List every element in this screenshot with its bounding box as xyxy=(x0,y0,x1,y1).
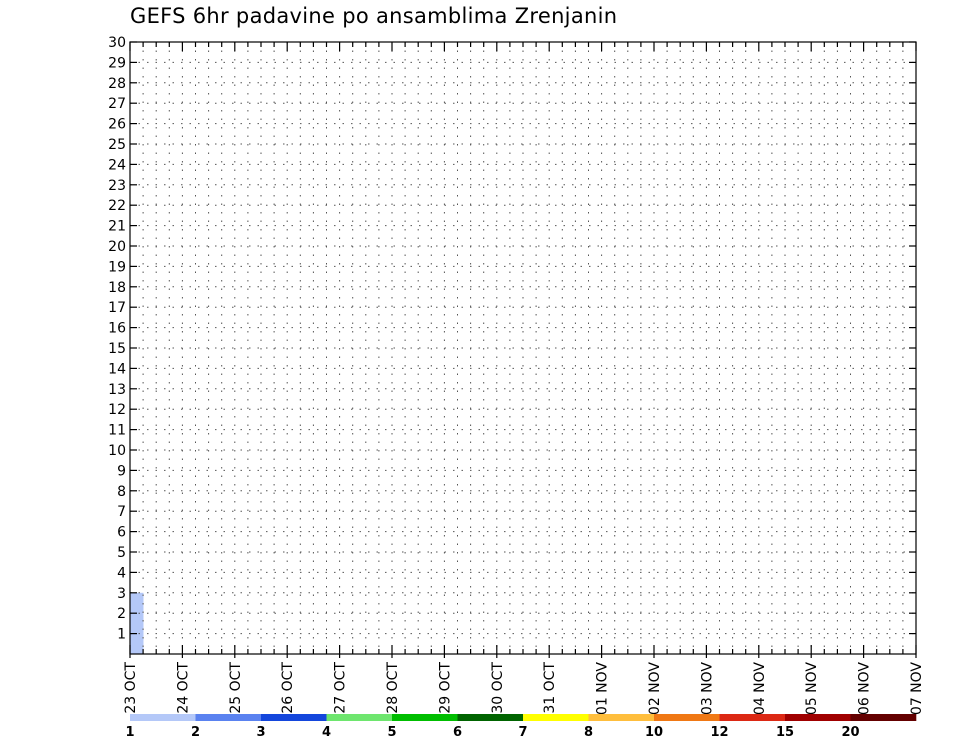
x-tick-label: 24 OCT xyxy=(175,662,191,714)
y-tick-label: 22 xyxy=(108,198,126,214)
x-tick-label: 28 OCT xyxy=(385,662,401,714)
legend-swatch xyxy=(261,714,327,721)
x-tick-label: 04 NOV xyxy=(752,662,768,716)
x-tick-label: 03 NOV xyxy=(699,662,715,716)
legend-swatch xyxy=(850,714,917,721)
legend-swatch xyxy=(588,714,655,721)
y-tick-label: 23 xyxy=(108,178,126,194)
grid-lines xyxy=(130,42,916,654)
legend-label: 12 xyxy=(710,725,728,740)
legend-label: 6 xyxy=(453,725,462,740)
legend-swatch xyxy=(195,714,262,721)
legend-label: 20 xyxy=(841,725,859,740)
legend-swatch xyxy=(457,714,524,721)
y-tick-label: 9 xyxy=(117,463,126,479)
color-legend: 1 2 3 4 5 6 7 8 10 12 15 20 xyxy=(125,714,917,740)
y-tick-label: 24 xyxy=(108,157,126,173)
legend-swatch xyxy=(719,714,786,721)
x-tick-label: 02 NOV xyxy=(647,662,663,716)
heatmap-cell xyxy=(130,613,144,634)
y-tick-label: 10 xyxy=(108,443,126,459)
y-tick-label: 7 xyxy=(117,504,126,520)
y-tick-label: 14 xyxy=(108,361,126,377)
y-tick-label: 28 xyxy=(108,76,126,92)
legend-swatch xyxy=(130,714,196,721)
y-axis: 1234567891011121314151617181920212223242… xyxy=(108,35,916,643)
y-tick-label: 17 xyxy=(108,300,126,316)
y-tick-label: 29 xyxy=(108,55,126,71)
heatmap-cell xyxy=(130,592,144,614)
y-tick-label: 19 xyxy=(108,259,126,275)
x-tick-label: 01 NOV xyxy=(595,662,611,716)
legend-swatch xyxy=(785,714,851,721)
x-tick-label: 26 OCT xyxy=(280,662,296,714)
x-tick-label: 31 OCT xyxy=(542,662,558,714)
x-tick-label: 23 OCT xyxy=(123,662,139,714)
legend-label: 4 xyxy=(322,725,331,740)
y-tick-label: 27 xyxy=(108,96,126,112)
y-tick-label: 30 xyxy=(108,35,126,51)
x-tick-label: 25 OCT xyxy=(228,662,244,714)
y-tick-label: 3 xyxy=(117,586,126,602)
legend-swatch xyxy=(654,714,720,721)
y-tick-label: 16 xyxy=(108,321,126,337)
y-tick-label: 21 xyxy=(108,219,126,235)
y-tick-label: 4 xyxy=(117,565,126,581)
y-tick-label: 26 xyxy=(108,117,126,133)
x-tick-label: 05 NOV xyxy=(804,662,820,716)
y-tick-label: 6 xyxy=(117,525,126,541)
legend-swatch xyxy=(392,714,458,721)
legend-label: 7 xyxy=(518,725,527,740)
y-tick-label: 18 xyxy=(108,280,126,296)
legend-label: 1 xyxy=(125,725,134,740)
x-axis: 23 OCT 24 OCT 25 OCT 26 OCT 27 OCT 28 OCT 29 O… xyxy=(123,42,925,715)
x-tick-label: 29 OCT xyxy=(437,662,453,714)
legend-swatch xyxy=(326,714,393,721)
legend-label: 10 xyxy=(645,725,663,740)
y-tick-label: 11 xyxy=(108,423,126,439)
legend-label: 3 xyxy=(256,725,265,740)
y-tick-label: 1 xyxy=(117,627,126,643)
legend-label: 5 xyxy=(387,725,396,740)
x-tick-label: 06 NOV xyxy=(857,662,873,716)
heatmap-cells xyxy=(130,592,144,655)
legend-swatch xyxy=(523,714,589,721)
heatmap-cell xyxy=(130,633,144,655)
y-tick-label: 8 xyxy=(117,484,126,500)
x-tick-label: 27 OCT xyxy=(333,662,349,714)
x-tick-label: 30 OCT xyxy=(490,662,506,714)
legend-label: 8 xyxy=(584,725,593,740)
y-tick-label: 5 xyxy=(117,545,126,561)
legend-label: 2 xyxy=(191,725,200,740)
y-tick-label: 2 xyxy=(117,606,126,622)
y-tick-label: 20 xyxy=(108,239,126,255)
chart-title: GEFS 6hr padavine po ansamblima Zrenjani… xyxy=(130,4,618,28)
legend-label: 15 xyxy=(776,725,794,740)
x-tick-label: 07 NOV xyxy=(909,662,925,716)
y-tick-label: 15 xyxy=(108,341,126,357)
y-tick-label: 13 xyxy=(108,382,126,398)
y-tick-label: 12 xyxy=(108,402,126,418)
y-tick-label: 25 xyxy=(108,137,126,153)
